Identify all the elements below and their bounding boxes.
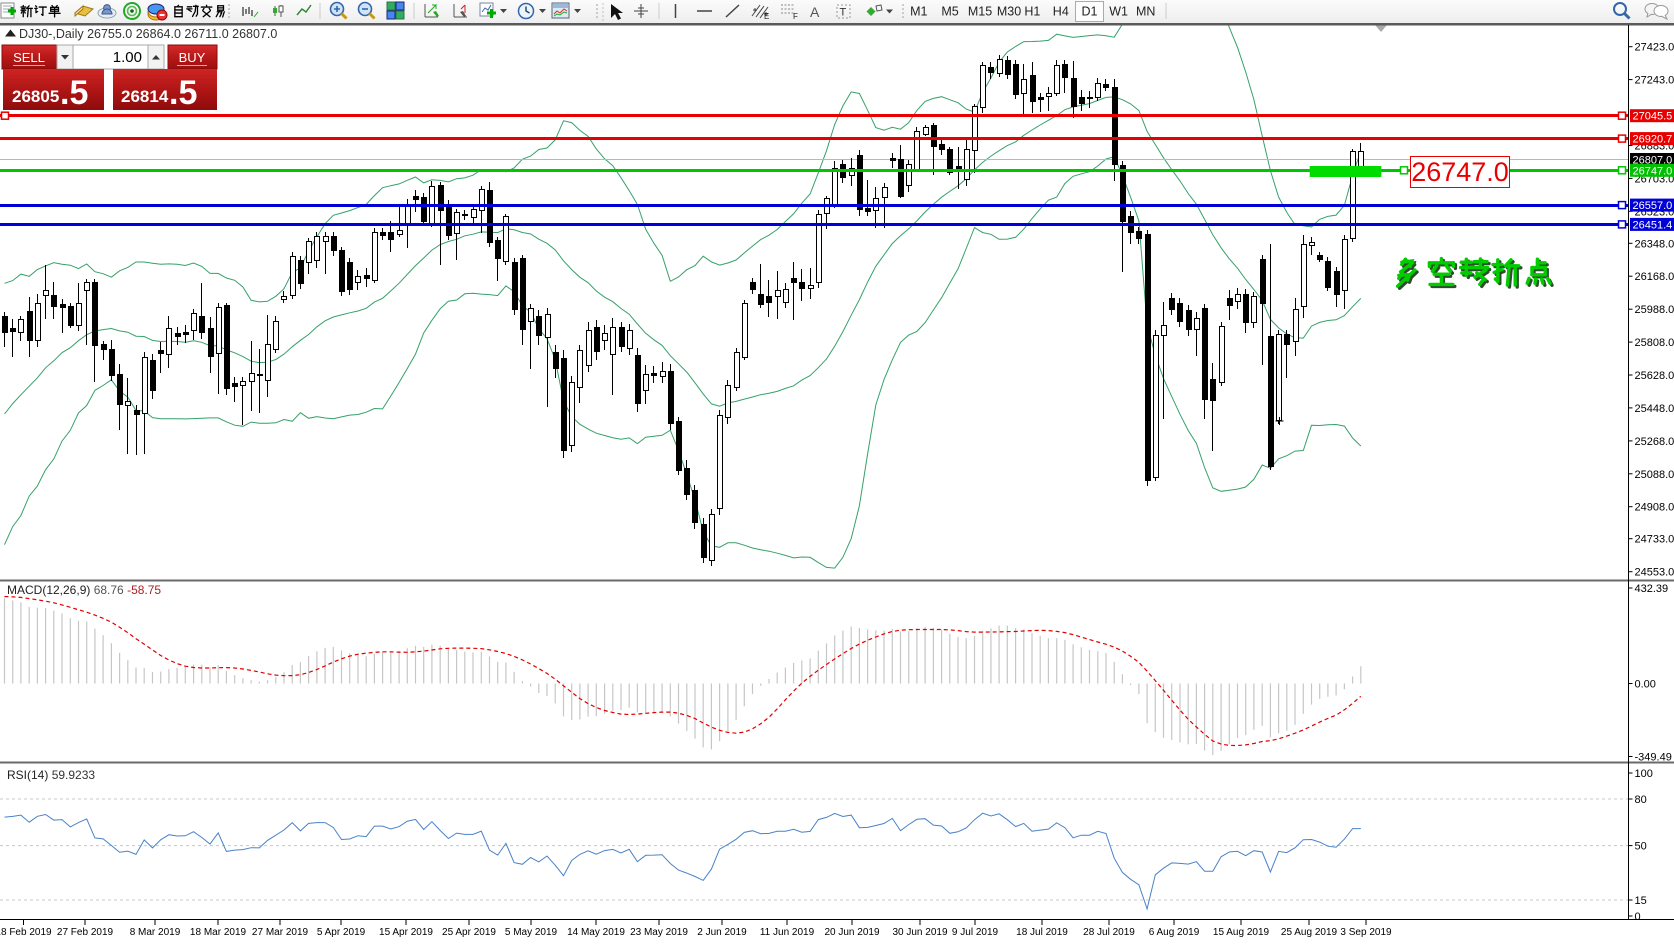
svg-text:25448.0: 25448.0 [1635,403,1674,415]
svg-text:100: 100 [1635,768,1653,780]
svg-text:W1: W1 [1109,5,1128,19]
svg-text:26348.0: 26348.0 [1635,238,1674,250]
svg-text:28 Jul 2019: 28 Jul 2019 [1083,927,1135,938]
svg-text:25808.0: 25808.0 [1635,337,1674,349]
svg-text:25268.0: 25268.0 [1635,436,1674,448]
svg-text:26747.0: 26747.0 [1633,165,1673,177]
svg-text:25 Aug 2019: 25 Aug 2019 [1281,927,1338,938]
svg-text:23 May 2019: 23 May 2019 [630,927,688,938]
svg-text:DJ30-,Daily 26755.0 26864.0 2: DJ30-,Daily 26755.0 26864.0 26711.0 2680… [19,27,277,41]
svg-text:26920.7: 26920.7 [1633,134,1673,146]
svg-text:5 Apr 2019: 5 Apr 2019 [317,927,366,938]
svg-text:18 Jul 2019: 18 Jul 2019 [1016,927,1068,938]
svg-text:H1: H1 [1024,5,1040,19]
svg-text:.5: .5 [169,74,197,112]
svg-text:24553.0: 24553.0 [1635,567,1674,579]
svg-text:A: A [810,4,820,20]
svg-text:0: 0 [1635,911,1641,923]
svg-text:H4: H4 [1053,5,1069,19]
svg-text:0.00: 0.00 [1635,679,1656,691]
svg-text:11 Jun 2019: 11 Jun 2019 [760,927,815,938]
svg-text:18 Feb 2019: 18 Feb 2019 [0,927,52,938]
svg-text:MACD(12,26,9) 68.76 -58.75: MACD(12,26,9) 68.76 -58.75 [7,583,161,597]
svg-text:30 Jun 2019: 30 Jun 2019 [892,927,947,938]
svg-text:27243.0: 27243.0 [1635,75,1674,87]
svg-text:24733.0: 24733.0 [1635,534,1674,546]
svg-text:25088.0: 25088.0 [1635,469,1674,481]
svg-text:15: 15 [1635,895,1647,907]
svg-text:80: 80 [1635,794,1647,806]
svg-text:.5: .5 [60,74,88,112]
svg-text:M30: M30 [997,5,1021,19]
svg-text:27 Feb 2019: 27 Feb 2019 [57,927,114,938]
svg-text:15 Apr 2019: 15 Apr 2019 [379,927,433,938]
svg-text:18 Mar 2019: 18 Mar 2019 [190,927,247,938]
svg-text:E: E [764,12,769,21]
svg-text:8 Mar 2019: 8 Mar 2019 [130,927,181,938]
svg-text:SELL: SELL [13,50,45,65]
svg-text:9 Jul 2019: 9 Jul 2019 [952,927,999,938]
svg-text:27 Mar 2019: 27 Mar 2019 [252,927,309,938]
svg-text:1.00: 1.00 [113,49,142,66]
svg-text:20 Jun 2019: 20 Jun 2019 [824,927,879,938]
svg-text:2 Jun 2019: 2 Jun 2019 [697,927,747,938]
svg-text:-349.49: -349.49 [1635,752,1672,764]
svg-text:5 May 2019: 5 May 2019 [505,927,558,938]
svg-text:14 May 2019: 14 May 2019 [567,927,625,938]
svg-text:T: T [840,7,847,19]
svg-text:26451.4: 26451.4 [1633,219,1673,231]
svg-text:MN: MN [1136,5,1155,19]
svg-text:27045.5: 27045.5 [1633,111,1673,123]
svg-text:25628.0: 25628.0 [1635,370,1674,382]
svg-text:M1: M1 [910,5,927,19]
svg-text:3 Sep 2019: 3 Sep 2019 [1340,927,1392,938]
svg-text:F: F [793,12,798,21]
svg-text:25 Apr 2019: 25 Apr 2019 [442,927,496,938]
svg-text:24908.0: 24908.0 [1635,502,1674,514]
svg-text:RSI(14) 59.9233: RSI(14) 59.9233 [7,768,95,782]
svg-text:50: 50 [1635,841,1647,853]
svg-text:26805: 26805 [12,87,59,106]
svg-text:D1: D1 [1082,5,1098,19]
svg-text:M5: M5 [941,5,958,19]
svg-text:26168.0: 26168.0 [1635,271,1674,283]
svg-text:25988.0: 25988.0 [1635,304,1674,316]
svg-text:26747.0: 26747.0 [1411,157,1509,187]
svg-text:27423.0: 27423.0 [1635,42,1674,54]
svg-text:26814: 26814 [121,87,169,106]
svg-text:6 Aug 2019: 6 Aug 2019 [1149,927,1200,938]
svg-text:M15: M15 [968,5,992,19]
svg-text:26557.0: 26557.0 [1633,200,1673,212]
svg-text:15 Aug 2019: 15 Aug 2019 [1213,927,1270,938]
svg-text:432.39: 432.39 [1635,583,1669,595]
svg-text:BUY: BUY [179,50,206,65]
svg-text:26807.0: 26807.0 [1633,155,1673,167]
